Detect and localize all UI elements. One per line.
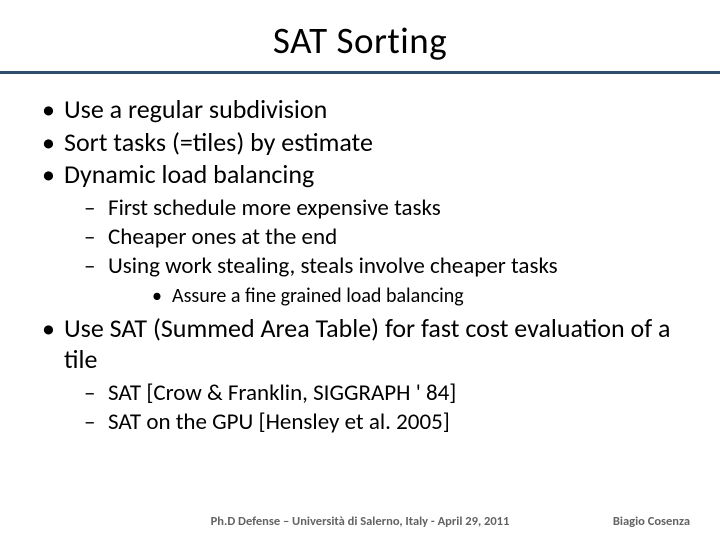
footer-author: Biagio Cosenza	[613, 514, 690, 529]
bullet-item: Assure a fine grained load balancing	[108, 284, 690, 309]
bullet-item: Sort tasks (=tiles) by estimate	[40, 127, 690, 158]
title-underline	[0, 71, 720, 74]
slide-content: Use a regular subdivision Sort tasks (=t…	[30, 94, 690, 436]
bullet-list-lvl1: Use a regular subdivision Sort tasks (=t…	[40, 94, 690, 436]
bullet-list-lvl3: Assure a fine grained load balancing	[108, 284, 690, 309]
bullet-item: Use a regular subdivision	[40, 94, 690, 125]
bullet-text: Using work stealing, steals involve chea…	[108, 252, 558, 280]
bullet-item: Dynamic load balancing First schedule mo…	[40, 159, 690, 309]
bullet-item: SAT on the GPU [Hensley et al. 2005]	[64, 408, 690, 436]
bullet-list-lvl2: SAT [Crow & Franklin, SIGGRAPH ' 84] SAT…	[64, 379, 690, 436]
bullet-list-lvl2: First schedule more expensive tasks Chea…	[64, 194, 690, 309]
bullet-item: Use SAT (Summed Area Table) for fast cos…	[40, 313, 690, 435]
bullet-item: First schedule more expensive tasks	[64, 194, 690, 222]
bullet-item: SAT [Crow & Franklin, SIGGRAPH ' 84]	[64, 379, 690, 407]
slide: SAT Sorting Use a regular subdivision So…	[0, 0, 720, 540]
bullet-text: Use SAT (Summed Area Table) for fast cos…	[64, 312, 670, 375]
bullet-item: Cheaper ones at the end	[64, 223, 690, 251]
bullet-text: Dynamic load balancing	[64, 158, 314, 190]
bullet-item: Using work stealing, steals involve chea…	[64, 252, 690, 309]
slide-title: SAT Sorting	[30, 18, 690, 63]
